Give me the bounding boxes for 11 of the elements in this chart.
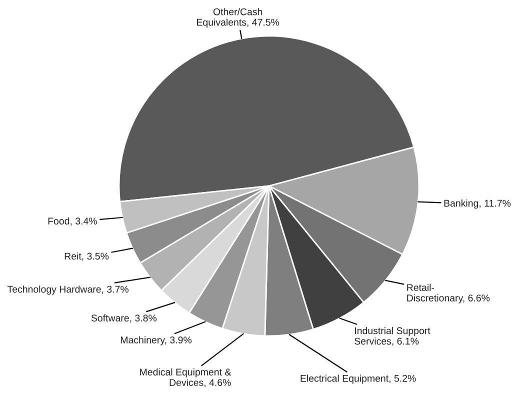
slice-label: Banking, 11.7%: [444, 200, 511, 209]
slice-label: Food, 3.4%: [48, 217, 97, 226]
slice-label: Other/Cash Equivalents, 47.5%: [197, 8, 280, 28]
slice-label: Software, 3.8%: [91, 314, 157, 323]
slice-label: Retail- Discretionary, 6.6%: [407, 284, 490, 304]
slice-label: Machinery, 3.9%: [120, 336, 192, 346]
slice-label: Reit, 3.5%: [64, 252, 109, 261]
slice-label: Electrical Equipment, 5.2%: [300, 374, 416, 384]
slice-label: Industrial Support Services, 6.1%: [354, 327, 430, 346]
slice-label: Medical Equipment & Devices, 4.6%: [140, 368, 232, 388]
slice-label: Technology Hardware, 3.7%: [7, 286, 128, 295]
